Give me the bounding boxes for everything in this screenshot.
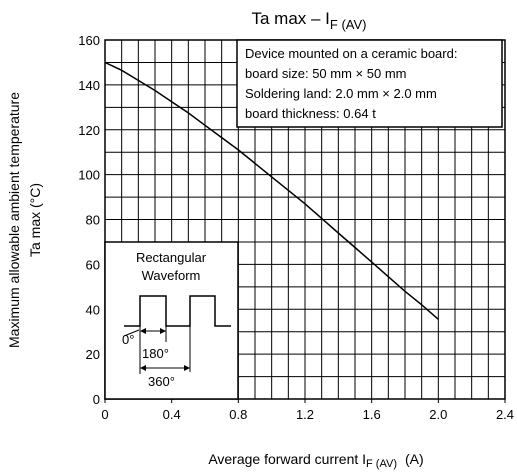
y-tick-label: 80 [86, 213, 100, 228]
x-tick-label: 2.4 [496, 407, 514, 422]
annotation-line-4: board thickness: 0.64 t [245, 106, 376, 121]
rectangular-waveform [124, 295, 231, 327]
y-axis-label-line1: Maximum allowable ambient temperature [6, 92, 22, 348]
y-tick-label: 40 [86, 302, 100, 317]
annotation-line-1: Device mounted on a ceramic board: [245, 46, 457, 61]
x-tick-label: 2.0 [429, 407, 447, 422]
y-axis-label-line2: Ta max (°C) [27, 183, 43, 257]
series-line [104, 61, 439, 320]
y-tick-label: 0 [93, 392, 100, 407]
y-tick-label: 20 [86, 347, 100, 362]
annotation-line-3: Soldering land: 2.0 mm × 2.0 mm [245, 86, 437, 101]
label-360-deg: 360° [148, 374, 175, 389]
y-tick-label: 60 [86, 257, 100, 272]
x-tick-label: 1.6 [363, 407, 381, 422]
x-axis-label-main: Average forward current I [208, 451, 366, 467]
x-tick-label: 0 [101, 407, 108, 422]
x-tick-labels: 0 0.4 0.8 1.2 1.6 2.0 2.4 [101, 399, 514, 422]
y-tick-label: 100 [78, 168, 100, 183]
y-tick-label: 120 [78, 123, 100, 138]
chart-title-sub: F (AV) [330, 17, 367, 32]
chart-title-main: Ta max – I [251, 9, 329, 28]
y-tick-label: 140 [78, 78, 100, 93]
annotation-line-2: board size: 50 mm × 50 mm [245, 66, 406, 81]
x-tick-label: 0.4 [163, 407, 181, 422]
waveform-inset: Rectangular Waveform 0° 180° 360° [104, 241, 239, 400]
x-tick-label: 0.8 [229, 407, 247, 422]
annotation-box: Device mounted on a ceramic board: board… [236, 39, 503, 128]
y-tick-label: 160 [78, 33, 100, 48]
label-0-deg: 0° [122, 332, 134, 347]
inset-title-line-1: Rectangular [136, 250, 207, 265]
x-axis-label: Average forward current IF (AV) (A) [208, 451, 423, 470]
x-axis-label-unit: (A) [405, 451, 424, 467]
x-tick-label: 1.2 [296, 407, 314, 422]
x-axis-label-sub: F (AV) [366, 458, 397, 470]
chart-title: Ta max – IF (AV) [251, 9, 366, 32]
y-tick-labels: 0 20 40 60 80 100 120 140 160 [78, 33, 100, 407]
label-180-deg: 180° [142, 346, 169, 361]
inset-title-line-2: Waveform [142, 268, 201, 283]
